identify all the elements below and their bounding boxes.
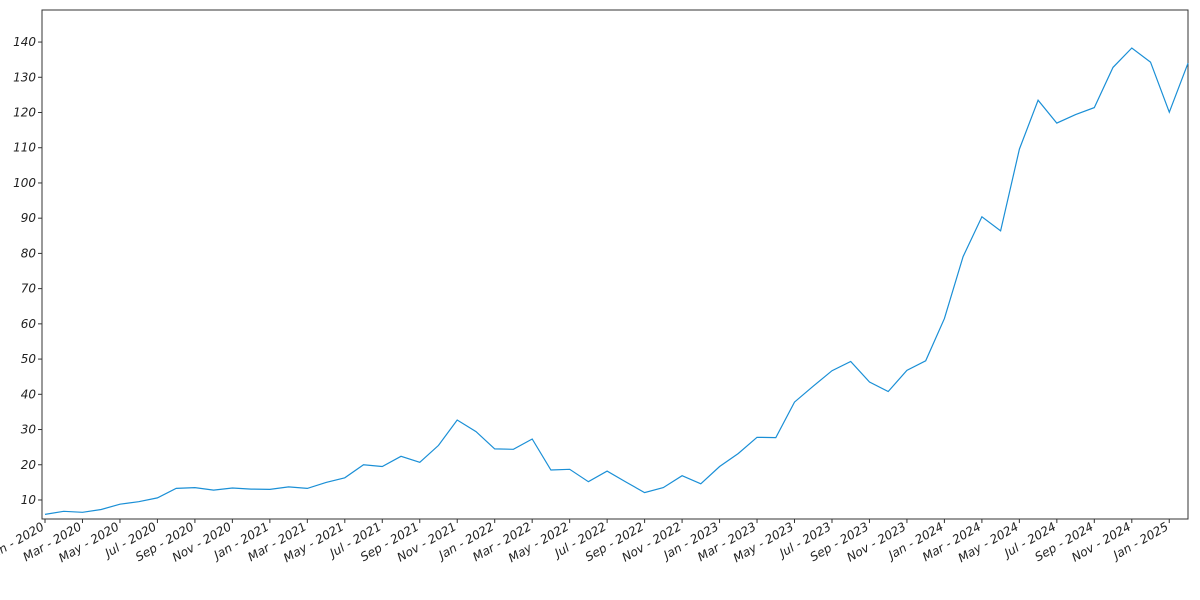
y-tick-label: 20 <box>21 458 37 472</box>
y-tick-label: 140 <box>13 35 36 49</box>
y-tick-label: 80 <box>21 246 37 260</box>
y-tick-label: 70 <box>21 282 37 296</box>
plot-frame <box>41 9 1189 520</box>
y-tick-label: 90 <box>21 211 37 225</box>
price-line <box>44 47 1189 515</box>
y-tick-label: 60 <box>21 317 37 331</box>
y-tick-label: 100 <box>13 176 36 190</box>
y-tick-label: 30 <box>21 423 37 437</box>
y-tick-label: 40 <box>21 387 37 401</box>
y-tick-label: 10 <box>21 493 37 507</box>
y-tick-label: 130 <box>13 70 36 84</box>
y-tick-label: 120 <box>13 106 36 120</box>
y-tick-label: 50 <box>21 352 37 366</box>
y-tick-label: 110 <box>13 141 36 155</box>
